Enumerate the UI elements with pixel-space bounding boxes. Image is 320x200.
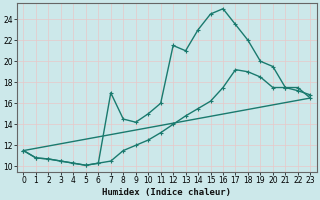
X-axis label: Humidex (Indice chaleur): Humidex (Indice chaleur): [102, 188, 231, 197]
